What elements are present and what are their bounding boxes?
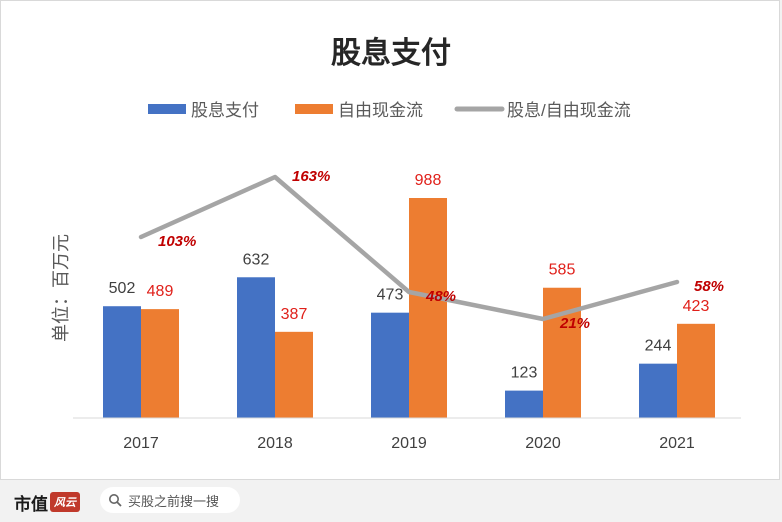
- ratio-label-2020: 21%: [559, 315, 590, 332]
- bar-dividend-2020: [505, 390, 543, 418]
- data-label-dividend-2020: 123: [511, 365, 538, 382]
- legend-swatch-1: [295, 104, 333, 114]
- chart-card: 股息支付 股息支付 自由现金流 股息/自由现金流 单位：百万元 502 489 2017 632…: [0, 0, 780, 480]
- data-label-dividend-2017: 502: [109, 280, 136, 297]
- bar-fcf-2017: [141, 309, 179, 418]
- search-placeholder: 买股之前搜一搜: [128, 493, 220, 509]
- legend-swatch-0: [148, 104, 186, 114]
- ratio-label-2017: 103%: [158, 233, 196, 250]
- bar-dividend-2019: [371, 312, 409, 418]
- data-label-fcf-2021: 423: [683, 298, 710, 315]
- bar-dividend-2017: [103, 306, 141, 418]
- brand-logo[interactable]: 市值 风云: [14, 490, 80, 515]
- bar-dividend-2021: [639, 363, 677, 418]
- legend-label-1: 自由现金流: [338, 101, 423, 120]
- bar-fcf-2019: [409, 198, 447, 418]
- x-tick-2020: 2020: [525, 435, 561, 452]
- brand-name: 市值: [14, 494, 48, 515]
- x-tick-2017: 2017: [123, 435, 159, 452]
- chart-title: 股息支付: [331, 36, 451, 70]
- data-label-fcf-2018: 387: [281, 306, 308, 323]
- ratio-label-2019: 48%: [425, 288, 456, 305]
- series-line-ratio: [138, 174, 680, 322]
- x-tick-2018: 2018: [257, 435, 293, 452]
- data-label-dividend-2021: 244: [645, 338, 672, 355]
- x-tick-2019: 2019: [391, 435, 427, 452]
- data-label-fcf-2019: 988: [415, 172, 442, 189]
- x-tick-2021: 2021: [659, 435, 695, 452]
- data-label-fcf-2017: 489: [147, 283, 174, 300]
- y-axis-label: 单位：百万元: [51, 234, 71, 342]
- bar-fcf-2020: [543, 287, 581, 418]
- ratio-label-2018: 163%: [292, 168, 330, 185]
- data-label-fcf-2020: 585: [549, 262, 576, 279]
- bar-fcf-2021: [677, 323, 715, 418]
- legend-label-0: 股息支付: [191, 101, 259, 120]
- brand-mark: 风云: [50, 492, 80, 512]
- legend-label-2: 股息/自由现金流: [507, 101, 631, 120]
- bar-dividend-2018: [237, 277, 275, 418]
- ratio-label-2021: 58%: [694, 278, 724, 295]
- data-label-dividend-2018: 632: [243, 251, 270, 268]
- data-label-dividend-2019: 473: [377, 287, 404, 304]
- search-icon: [109, 494, 122, 507]
- search-box[interactable]: 买股之前搜一搜: [100, 487, 240, 513]
- bar-fcf-2018: [275, 331, 313, 418]
- footer: 市值 风云 买股之前搜一搜: [0, 482, 782, 522]
